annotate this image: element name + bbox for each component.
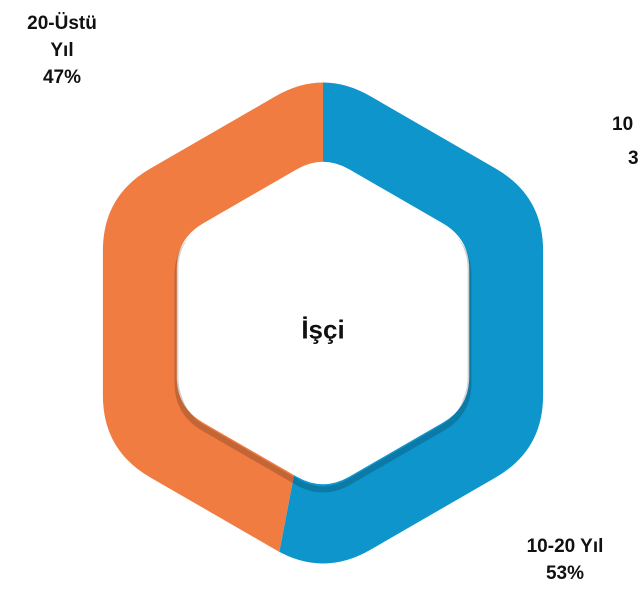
category-label: 10-20 Yıl — [526, 536, 604, 557]
data-label: 20-Üstü Yıl 47% — [22, 10, 102, 91]
data-label: 10-20 Yıl 53% — [510, 533, 620, 587]
segment — [248, 81, 545, 565]
annotation: 3 — [628, 148, 639, 169]
inner-hole — [178, 163, 468, 483]
value-label: 47% — [42, 67, 82, 88]
center-label: İşçi — [301, 314, 345, 345]
annotation: 10 — [612, 114, 634, 135]
segment — [101, 81, 323, 565]
value-label: 53% — [545, 563, 585, 584]
category-label: 20-Üstü Yıl — [27, 13, 97, 61]
